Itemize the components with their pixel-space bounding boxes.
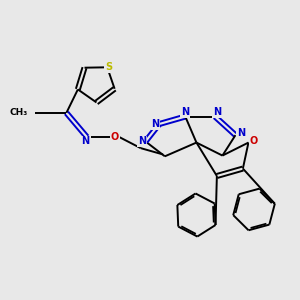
Text: N: N <box>152 119 160 129</box>
Text: N: N <box>181 107 189 117</box>
Text: CH₃: CH₃ <box>10 108 28 117</box>
Text: S: S <box>105 62 112 72</box>
Text: N: N <box>237 128 245 138</box>
Text: N: N <box>81 136 89 146</box>
Text: N: N <box>213 107 221 117</box>
Text: N: N <box>138 136 146 146</box>
Text: O: O <box>250 136 258 146</box>
Text: O: O <box>111 132 119 142</box>
